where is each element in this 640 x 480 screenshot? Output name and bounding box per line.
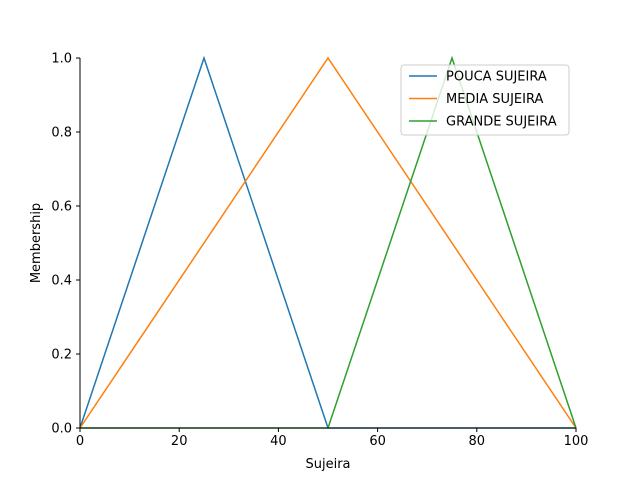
x-tick-label: 40: [270, 434, 287, 449]
y-tick-label: 0.6: [51, 200, 72, 215]
x-ticks: 0 20 40 60 80 100: [76, 428, 589, 449]
y-tick-label: 0.2: [51, 348, 72, 363]
y-tick-label: 0.4: [51, 274, 72, 289]
series-line-2: [79, 56, 577, 429]
y-tick-label: 0.8: [51, 126, 72, 141]
y-ticks: 0.0 0.2 0.4 0.6 0.8 1.0: [51, 52, 80, 437]
legend: POUCA SUJEIRA MEDIA SUJEIRA GRANDE SUJEIRA: [400, 64, 570, 136]
x-tick-label: 80: [469, 434, 486, 449]
x-axis-label: Sujeira: [305, 457, 350, 472]
x-tick-label: 100: [564, 434, 589, 449]
x-tick-label: 20: [171, 434, 188, 449]
legend-box: [400, 64, 570, 136]
legend-label-1: POUCA SUJEIRA: [446, 70, 547, 85]
y-axis-label: Membership: [29, 203, 44, 283]
legend-label-2: MEDIA SUJEIRA: [446, 92, 543, 107]
x-tick-label: 60: [369, 434, 386, 449]
legend-label-3: GRANDE SUJEIRA: [446, 115, 557, 130]
y-tick-label: 0.0: [51, 422, 72, 437]
y-tick-label: 1.0: [51, 52, 72, 67]
x-tick-label: 0: [76, 434, 84, 449]
